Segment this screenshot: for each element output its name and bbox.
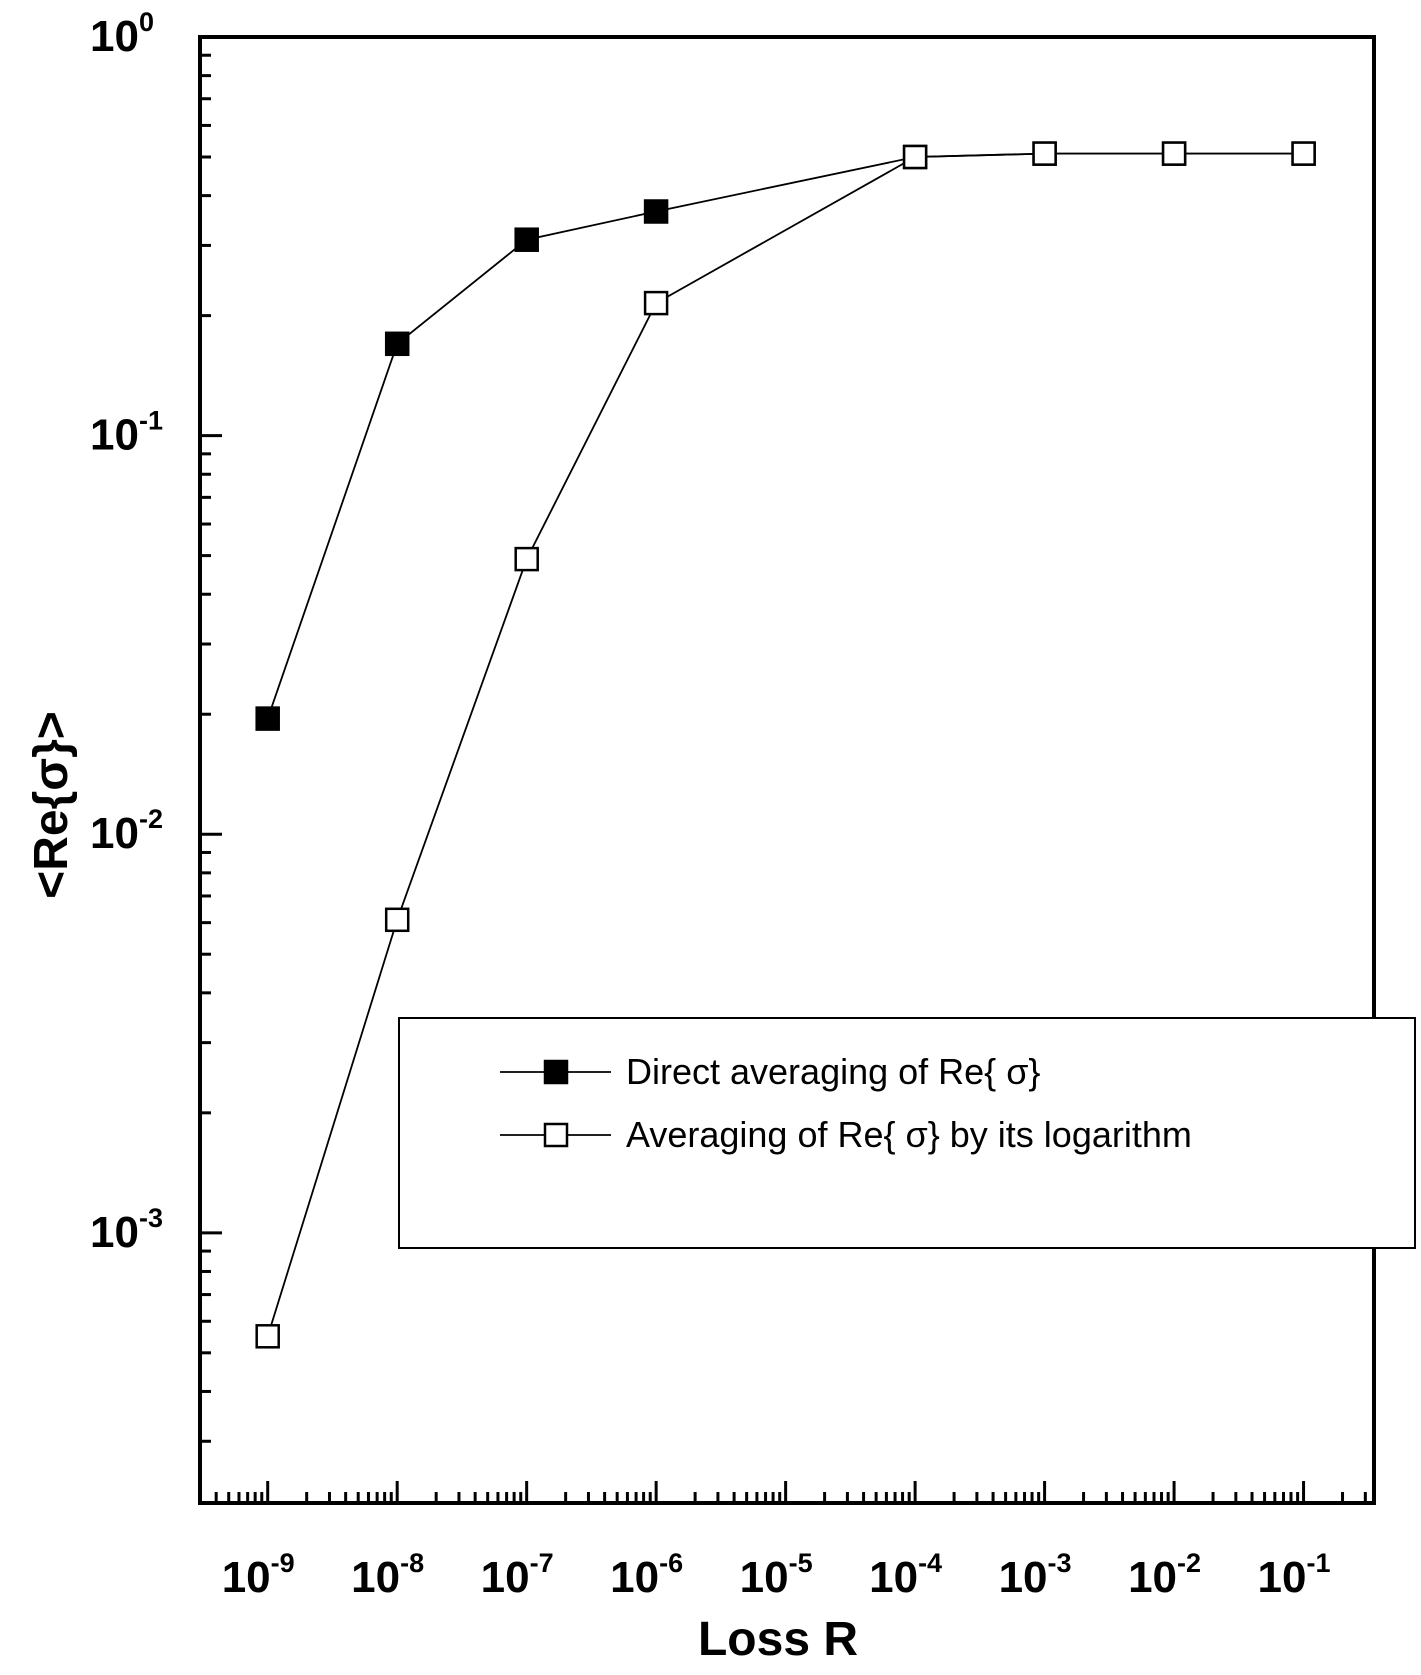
x-tick-label-base: 10	[740, 1553, 789, 1602]
x-tick-label: 10-9	[222, 1548, 295, 1602]
data-point	[1291, 141, 1316, 166]
legend-box	[398, 1017, 1416, 1249]
x-tick-label-exponent: -7	[530, 1548, 554, 1578]
y-tick-label: 10-2	[90, 804, 163, 858]
x-tick-label-exponent: -1	[1307, 1548, 1331, 1578]
y-tick-label-exponent: 0	[139, 7, 154, 37]
data-point	[255, 1324, 280, 1349]
x-tick-label: 10-4	[869, 1548, 942, 1602]
data-point	[384, 331, 410, 357]
series-2	[255, 141, 1316, 1349]
y-tick-label-exponent: -3	[139, 1203, 163, 1233]
data-point	[643, 199, 669, 224]
x-tick-label: 10-2	[1128, 1548, 1201, 1602]
data-point	[902, 144, 928, 170]
x-tick-label-base: 10	[1258, 1553, 1307, 1602]
legend: Direct averaging of Re{ σ} Averaging of R…	[398, 1017, 1416, 1249]
ticks-layer	[198, 35, 1367, 1503]
x-tick-label: 10-7	[481, 1548, 554, 1602]
x-tick-label-base: 10	[610, 1553, 659, 1602]
legend-entry-label: Direct averaging of Re{ σ}	[626, 1051, 1040, 1092]
plot-area	[198, 35, 1376, 1505]
y-tick-label-base: 10	[90, 12, 139, 61]
y-tick-label-base: 10	[90, 411, 139, 460]
x-tick-label: 10-3	[999, 1548, 1072, 1602]
x-axis-label: Loss R	[698, 1613, 858, 1666]
y-tick-label-exponent: -1	[139, 406, 163, 436]
y-tick-label-exponent: -2	[139, 804, 163, 834]
x-tick-label-base: 10	[999, 1553, 1048, 1602]
y-tick-label: 10-3	[90, 1203, 163, 1257]
legend-entry-label: Averaging of Re{ σ} by its logarithm	[626, 1114, 1192, 1155]
data-point	[255, 706, 280, 731]
data-point	[643, 290, 669, 316]
x-tick-label: 10-8	[351, 1548, 424, 1602]
plot-frame	[198, 35, 1376, 1505]
x-tick-label-exponent: -4	[918, 1548, 942, 1578]
y-tick-label-base: 10	[90, 809, 139, 858]
data-point	[514, 546, 539, 572]
y-tick-label: 100	[90, 7, 154, 61]
x-tick-label-base: 10	[351, 1553, 400, 1602]
series-1-line	[266, 152, 1304, 719]
data-point	[384, 907, 410, 933]
x-tick-label-base: 10	[1128, 1553, 1177, 1602]
x-tick-label-exponent: -5	[789, 1548, 813, 1578]
series-2-line	[266, 152, 1304, 1337]
x-tick-label-exponent: -8	[400, 1548, 424, 1578]
x-tick-label: 10-5	[740, 1548, 813, 1602]
x-tick-label-exponent: -9	[271, 1548, 295, 1578]
data-point	[1161, 141, 1187, 166]
x-tick-label: 10-1	[1258, 1548, 1331, 1602]
y-tick-label: 10-1	[90, 406, 163, 460]
x-tick-label-base: 10	[481, 1553, 530, 1602]
x-tick-label-exponent: -2	[1177, 1548, 1201, 1578]
x-tick-label-base: 10	[869, 1553, 918, 1602]
x-tick-label-base: 10	[222, 1553, 271, 1602]
legend-marker	[543, 1122, 569, 1148]
x-tick-label: 10-6	[610, 1548, 683, 1602]
y-axis-label: <Re{σ}>	[25, 711, 78, 899]
series-layer	[255, 141, 1316, 1349]
legend-marker	[543, 1059, 569, 1085]
y-tick-label-base: 10	[90, 1208, 139, 1257]
data-point	[1032, 141, 1057, 166]
x-tick-label-exponent: -3	[1048, 1548, 1072, 1578]
data-point	[514, 227, 539, 252]
tick-labels-layer: 10-9 10-8 10-7 10-6 10-5 10-4 10-3 10-2 10-11001…	[90, 7, 1331, 1602]
x-tick-label-exponent: -6	[659, 1548, 683, 1578]
